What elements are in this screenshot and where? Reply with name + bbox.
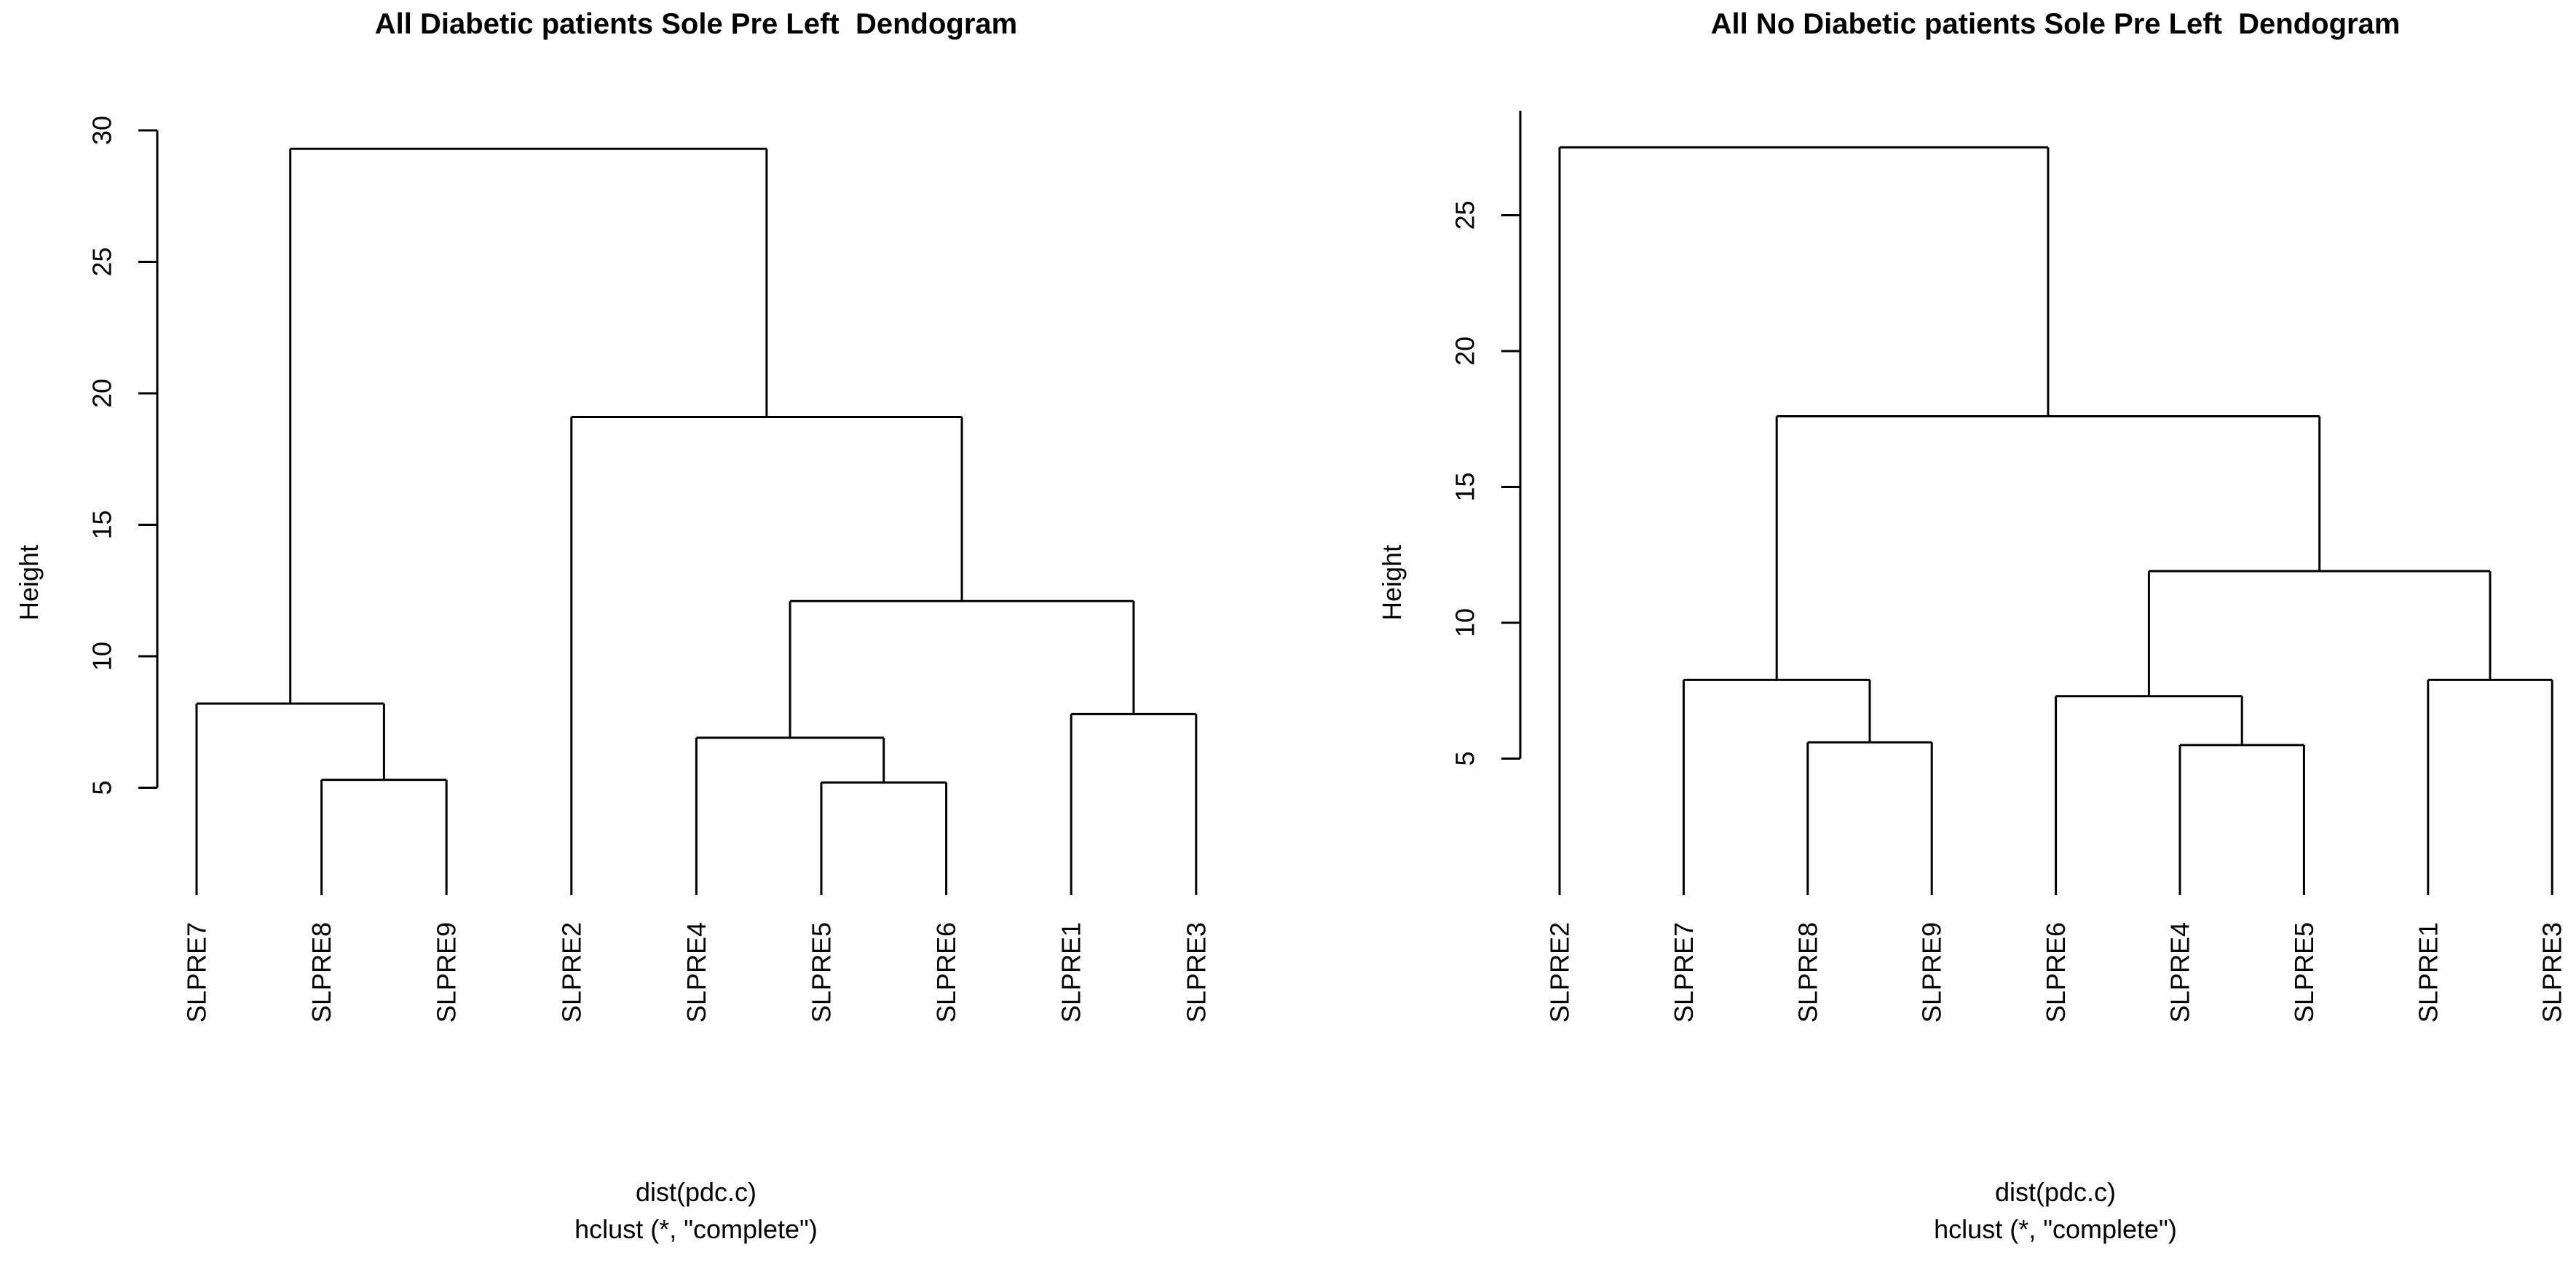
left-y-tick-label: 20 — [87, 379, 117, 408]
left-y-tick-label: 15 — [87, 510, 117, 539]
right-dendrogram: 5 10 15 20 25 SLPRE2 SLPRE7 SLPRE8 SLPRE9 SLPRE6 S… — [1450, 111, 2567, 1023]
right-leaf-label: SLPRE6 — [2041, 922, 2071, 1023]
right-leaf-label: SLPRE8 — [1793, 922, 1822, 1023]
right-leaf-label: SLPRE2 — [1545, 922, 1575, 1023]
left-panel-title: All Diabetic patients Sole Pre Left Dend… — [374, 8, 1018, 40]
left-leaf-label: SLPRE2 — [556, 922, 586, 1023]
right-leaf-label: SLPRE3 — [2537, 922, 2567, 1023]
left-y-tick-label: 10 — [87, 642, 117, 671]
right-x-axis-label-line2: hclust (*, "complete") — [1934, 1214, 2177, 1244]
left-leaf-label: SLPRE7 — [182, 922, 212, 1023]
left-leaf-label: SLPRE4 — [681, 922, 711, 1023]
right-leaf-label: SLPRE4 — [2165, 922, 2195, 1023]
left-y-tick-label: 30 — [87, 116, 117, 145]
left-leaf-label: SLPRE6 — [931, 922, 961, 1023]
left-leaf-label: SLPRE5 — [807, 922, 837, 1023]
right-y-tick-label: 20 — [1450, 337, 1480, 366]
right-y-tick-label: 25 — [1450, 200, 1480, 229]
right-x-axis-label-line1: dist(pdc.c) — [1994, 1177, 2117, 1207]
right-y-tick-label: 15 — [1450, 472, 1480, 501]
left-y-tick-label: 25 — [87, 247, 117, 276]
right-y-tick-label: 5 — [1450, 751, 1480, 766]
left-y-tick-label: 5 — [87, 780, 117, 795]
left-leaf-label: SLPRE3 — [1181, 922, 1211, 1023]
left-x-axis-label-line1: dist(pdc.c) — [635, 1177, 757, 1207]
right-panel-title: All No Diabetic patients Sole Pre Left D… — [1710, 8, 2401, 40]
left-leaf-label: SLPRE1 — [1056, 922, 1086, 1023]
right-leaf-label: SLPRE9 — [1917, 922, 1947, 1023]
left-leaf-label: SLPRE9 — [432, 922, 462, 1023]
left-x-axis-label-line2: hclust (*, "complete") — [574, 1214, 818, 1244]
right-leaf-label: SLPRE7 — [1669, 922, 1699, 1023]
right-leaf-label: SLPRE5 — [2289, 922, 2319, 1023]
right-y-tick-label: 10 — [1450, 608, 1480, 637]
left-leaf-label: SLPRE8 — [307, 922, 336, 1023]
right-leaf-label: SLPRE1 — [2413, 922, 2443, 1023]
left-dendrogram: 5 10 15 20 25 30 SLPRE7 SLPRE8 SLPRE9 SLPRE2 SLPRE… — [87, 116, 1212, 1023]
